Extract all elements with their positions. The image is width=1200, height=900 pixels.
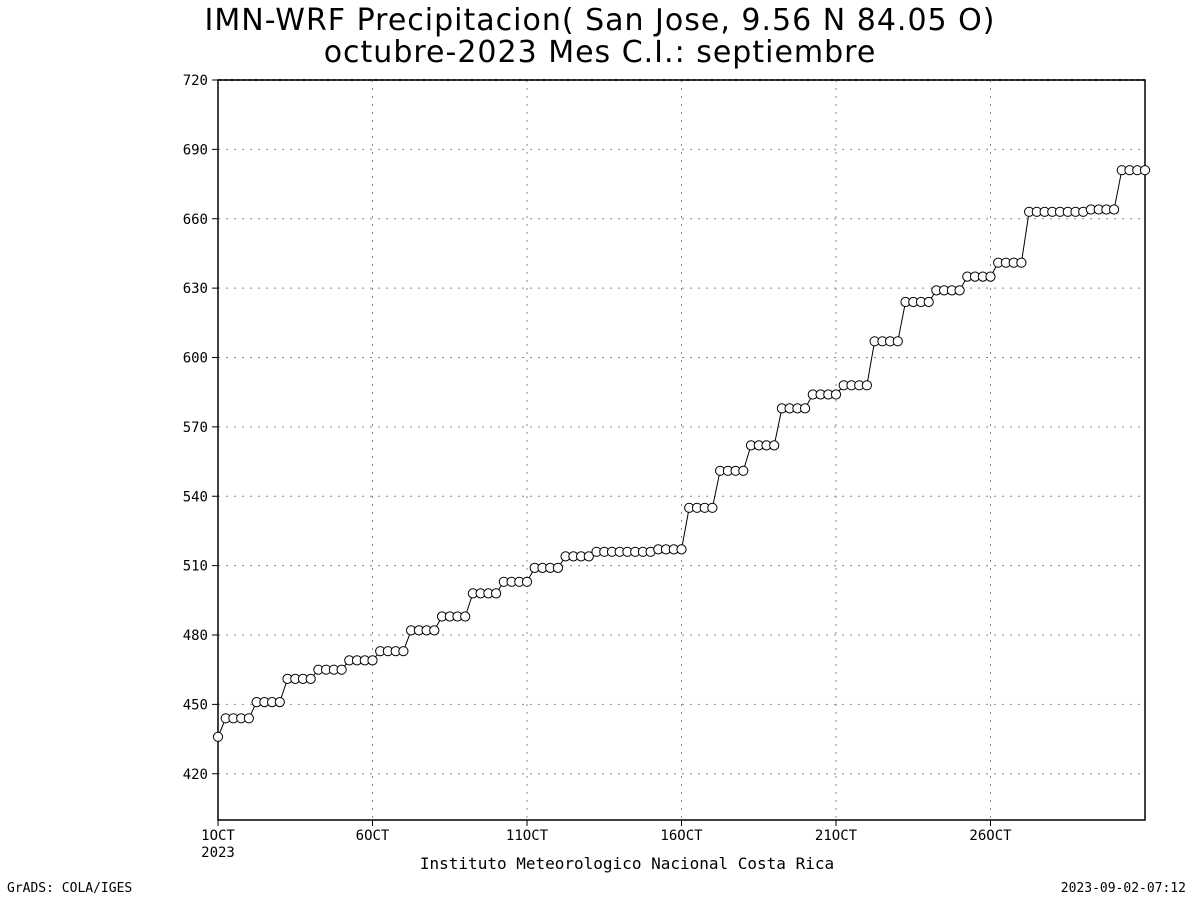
y-tick-label: 510 bbox=[183, 559, 208, 575]
data-point bbox=[892, 336, 903, 347]
data-point bbox=[274, 697, 285, 708]
data-point bbox=[552, 562, 564, 574]
x-tick-label: 6OCT bbox=[356, 828, 390, 844]
data-point bbox=[1109, 204, 1120, 215]
data-point bbox=[212, 731, 224, 742]
y-tick-label: 540 bbox=[183, 489, 208, 505]
y-tick-label: 720 bbox=[183, 73, 208, 89]
y-tick-label: 630 bbox=[183, 281, 208, 297]
data-point bbox=[1139, 165, 1151, 176]
data-point bbox=[676, 544, 687, 555]
x-tick-label: 21OCT bbox=[815, 828, 858, 844]
axes: 420 450 480 510 540 570 600 630 660 690 720 1OCT202… bbox=[183, 73, 1146, 861]
data-point bbox=[336, 664, 347, 675]
data-point bbox=[769, 440, 780, 451]
y-tick-label: 480 bbox=[183, 628, 208, 644]
data-series bbox=[212, 165, 1151, 742]
data-point bbox=[861, 380, 873, 391]
y-tick-label: 450 bbox=[183, 697, 208, 713]
data-point bbox=[491, 588, 502, 599]
data-point bbox=[521, 576, 533, 587]
data-point bbox=[429, 625, 440, 636]
series-line bbox=[217, 169, 1145, 737]
data-point bbox=[460, 611, 471, 622]
data-point bbox=[707, 502, 718, 513]
data-point bbox=[367, 655, 378, 666]
data-point bbox=[243, 713, 254, 724]
y-tick-label: 660 bbox=[183, 212, 208, 228]
data-point bbox=[305, 673, 316, 685]
data-point bbox=[398, 646, 409, 657]
x-axis-label: Instituto Meteorologico Nacional Costa R… bbox=[420, 854, 834, 873]
data-point bbox=[923, 296, 934, 308]
grid-lines bbox=[218, 80, 1145, 820]
x-tick-label: 11OCT bbox=[506, 828, 549, 844]
data-point bbox=[985, 271, 996, 282]
x-tick-label: 1OCT bbox=[201, 828, 235, 844]
data-point bbox=[583, 551, 594, 562]
y-tick-label: 600 bbox=[183, 351, 208, 367]
data-point bbox=[1016, 257, 1027, 268]
data-point bbox=[954, 285, 965, 296]
x-tick-label: 16OCT bbox=[660, 828, 703, 844]
data-point bbox=[800, 403, 811, 414]
data-point bbox=[830, 389, 842, 400]
footer-right: 2023-09-02-07:12 bbox=[1060, 881, 1186, 896]
y-tick-label: 570 bbox=[183, 420, 208, 436]
chart-title: IMN-WRF Precipitacion( San Jose, 9.56 N … bbox=[204, 3, 996, 38]
y-tick-label: 420 bbox=[183, 767, 208, 783]
x-tick-sublabel: 2023 bbox=[201, 845, 235, 861]
y-tick-label: 690 bbox=[183, 142, 208, 158]
data-point bbox=[738, 465, 749, 476]
x-tick-label: 26OCT bbox=[969, 828, 1012, 844]
footer-left: GrADS: COLA/IGES bbox=[7, 881, 133, 896]
chart-subtitle: octubre-2023 Mes C.I.: septiembre bbox=[323, 35, 877, 70]
